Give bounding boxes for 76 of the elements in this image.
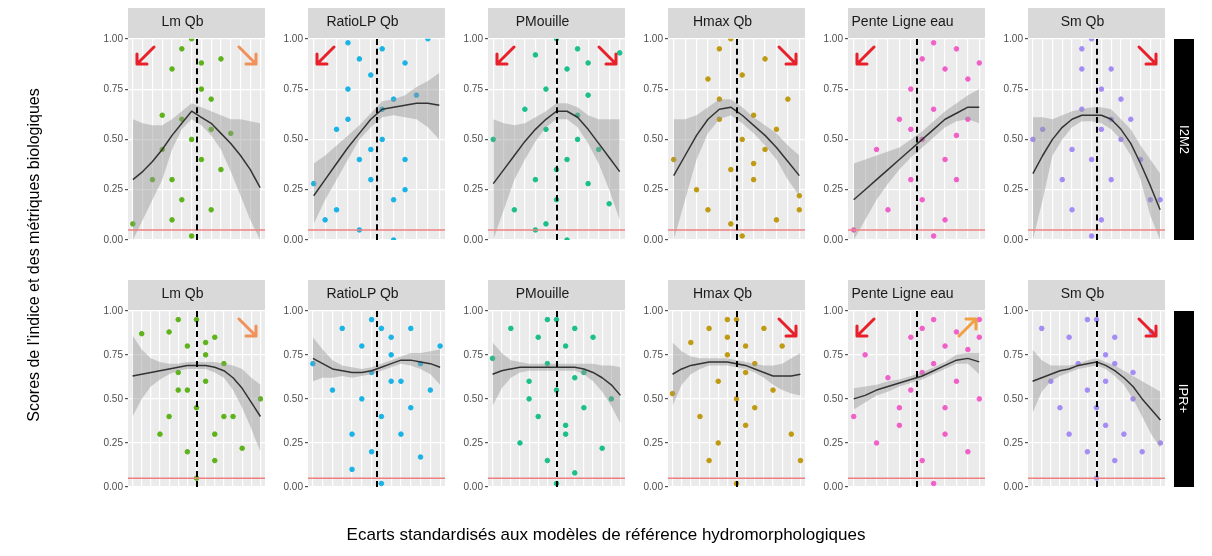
chart-title: Lm Qb <box>161 13 204 30</box>
y-tick-label: 0.50 <box>463 392 484 404</box>
y-tick-label: 0.50 <box>103 392 124 404</box>
chart-title: PMouille <box>515 13 570 30</box>
y-tick-label: 0.00 <box>283 233 304 245</box>
y-tick-label: 0.00 <box>103 480 124 492</box>
y-tick-label: 0.50 <box>643 392 664 404</box>
y-tick-label: 0.75 <box>103 348 124 360</box>
y-tick-label: 0.25 <box>823 436 844 448</box>
y-tick-label: 0.50 <box>1003 133 1024 145</box>
y-tick-label: 1.00 <box>463 304 484 316</box>
y-tick-label: 1.00 <box>103 304 124 316</box>
y-tick-label: 0.50 <box>643 133 664 145</box>
y-tick-label: 1.00 <box>1003 32 1024 44</box>
chart-title: PMouille <box>515 285 570 302</box>
y-tick-label: 0.75 <box>103 82 124 94</box>
chart-title: Sm Qb <box>1060 285 1105 302</box>
x-axis-title: Ecarts standardisés aux modèles de référence hydromorphologiques <box>345 525 867 545</box>
y-tick-label: 1.00 <box>103 32 124 44</box>
y-tick-label: 0.75 <box>283 82 304 94</box>
y-tick-label: 0.50 <box>823 392 844 404</box>
y-tick-label: 1.00 <box>823 32 844 44</box>
y-tick-label: 0.25 <box>103 183 124 195</box>
chart-title: Hmax Qb <box>692 285 753 302</box>
y-axis-title: Scores de l’indice et des métriques biologiques <box>24 88 43 422</box>
y-tick-label: 0.75 <box>463 82 484 94</box>
y-tick-label: 1.00 <box>643 32 664 44</box>
y-tick-label: 0.00 <box>1003 233 1024 245</box>
y-tick-label: 0.75 <box>823 82 844 94</box>
y-tick-label: 0.25 <box>283 436 304 448</box>
y-tick-label: 0.50 <box>103 133 124 145</box>
y-tick-label: 0.00 <box>1003 480 1024 492</box>
chart-title: RatioLP Qb <box>326 13 399 30</box>
chart-title: Pente Ligne eau <box>851 13 954 30</box>
y-tick-label: 0.50 <box>283 392 304 404</box>
y-tick-label: 0.25 <box>643 436 664 448</box>
y2-axis-title: I2M2 <box>1176 124 1192 154</box>
y-tick-label: 0.25 <box>283 183 304 195</box>
y-tick-label: 0.75 <box>643 348 664 360</box>
y-tick-label: 0.25 <box>1003 436 1024 448</box>
y-tick-label: 0.25 <box>823 183 844 195</box>
y-tick-label: 0.00 <box>643 233 664 245</box>
y-tick-label: 1.00 <box>463 32 484 44</box>
y-tick-label: 0.25 <box>643 183 664 195</box>
y-tick-label: 0.75 <box>643 82 664 94</box>
y-tick-label: 0.75 <box>1003 82 1024 94</box>
y-tick-label: 0.75 <box>1003 348 1024 360</box>
y-tick-label: 1.00 <box>823 304 844 316</box>
y-tick-label: 0.50 <box>823 133 844 145</box>
y-tick-label: 0.00 <box>643 480 664 492</box>
y-tick-label: 0.25 <box>463 183 484 195</box>
y-tick-label: 0.00 <box>463 480 484 492</box>
y-tick-label: 0.25 <box>103 436 124 448</box>
chart-title: Sm Qb <box>1060 13 1105 30</box>
y-tick-label: 1.00 <box>283 32 304 44</box>
chart-title: Lm Qb <box>161 285 204 302</box>
y-tick-label: 0.75 <box>463 348 484 360</box>
y2-axis-title: IPR+ <box>1176 384 1192 414</box>
y-tick-label: 1.00 <box>643 304 664 316</box>
y-tick-label: 0.25 <box>1003 183 1024 195</box>
y-tick-label: 1.00 <box>1003 304 1024 316</box>
y-tick-label: 0.50 <box>283 133 304 145</box>
y-tick-label: 0.50 <box>463 133 484 145</box>
chart-title: RatioLP Qb <box>326 285 399 302</box>
y-tick-label: 0.00 <box>103 233 124 245</box>
y-tick-label: 0.75 <box>823 348 844 360</box>
y-tick-label: 0.00 <box>283 480 304 492</box>
y-tick-label: 0.25 <box>463 436 484 448</box>
y-tick-label: 0.00 <box>823 480 844 492</box>
chart-title: Pente Ligne eau <box>851 285 954 302</box>
y-tick-label: 1.00 <box>283 304 304 316</box>
chart-title: Hmax Qb <box>692 13 753 30</box>
y-tick-label: 0.75 <box>283 348 304 360</box>
y-tick-label: 0.50 <box>1003 392 1024 404</box>
y-tick-label: 0.00 <box>823 233 844 245</box>
y-tick-label: 0.00 <box>463 233 484 245</box>
